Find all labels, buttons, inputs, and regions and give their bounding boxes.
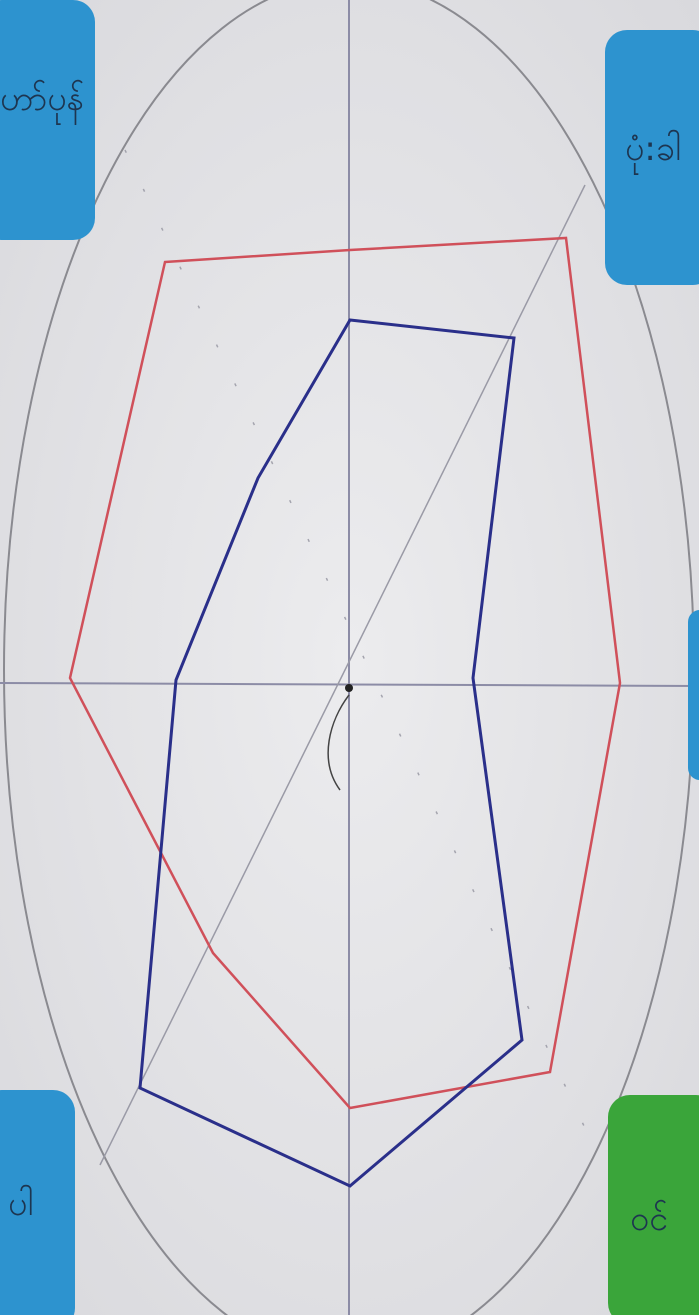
card-label: ပါ xyxy=(8,1184,33,1224)
card xyxy=(605,30,699,285)
card-label: ပုံ:ခါ xyxy=(625,129,681,175)
card xyxy=(0,1090,75,1315)
card-label: ဝင် xyxy=(630,1199,668,1239)
diagonal-axis xyxy=(99,184,586,1166)
center-point xyxy=(345,684,353,692)
red-polygon xyxy=(68,236,622,1110)
arc-mark xyxy=(327,694,350,791)
blue-polygon xyxy=(138,318,524,1188)
card xyxy=(0,0,95,240)
card xyxy=(688,610,699,780)
card xyxy=(608,1095,699,1315)
card-label: ဟာ်ပုန် xyxy=(0,79,84,125)
